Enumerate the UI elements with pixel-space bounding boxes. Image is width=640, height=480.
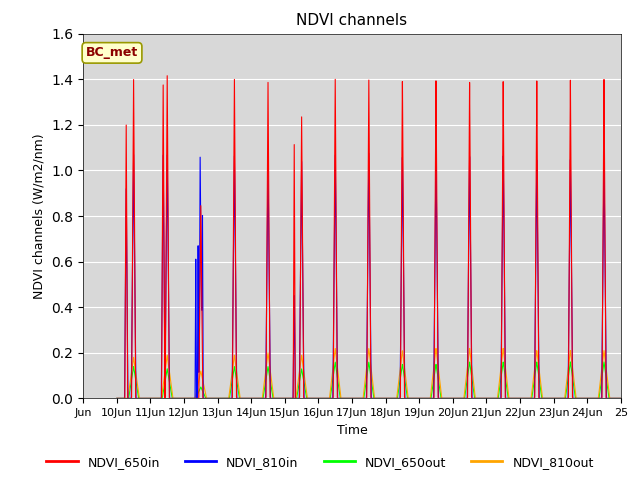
NDVI_810in bbox=[301, 396, 309, 401]
NDVI_810out bbox=[617, 396, 625, 401]
NDVI_810out bbox=[615, 396, 623, 401]
NDVI_650in bbox=[617, 396, 625, 401]
NDVI_650out bbox=[438, 396, 446, 401]
X-axis label: Time: Time bbox=[337, 424, 367, 437]
Line: NDVI_650out: NDVI_650out bbox=[116, 362, 621, 398]
NDVI_810out bbox=[221, 396, 228, 401]
NDVI_810in bbox=[221, 396, 228, 401]
NDVI_650in bbox=[163, 73, 171, 79]
NDVI_810in bbox=[365, 151, 372, 156]
NDVI_810out bbox=[438, 396, 446, 401]
NDVI_650in bbox=[301, 396, 309, 401]
NDVI_650in bbox=[510, 396, 518, 401]
NDVI_650out bbox=[113, 396, 120, 401]
Legend: NDVI_650in, NDVI_810in, NDVI_650out, NDVI_810out: NDVI_650in, NDVI_810in, NDVI_650out, NDV… bbox=[41, 451, 599, 474]
NDVI_810in bbox=[216, 396, 223, 401]
NDVI_810in bbox=[617, 396, 625, 401]
NDVI_650in bbox=[615, 396, 623, 401]
NDVI_650in bbox=[221, 396, 228, 401]
Line: NDVI_810out: NDVI_810out bbox=[116, 348, 621, 398]
NDVI_650out bbox=[221, 396, 228, 401]
Text: BC_met: BC_met bbox=[86, 47, 138, 60]
NDVI_810out bbox=[301, 382, 309, 387]
NDVI_650out bbox=[301, 388, 309, 394]
NDVI_650out bbox=[600, 359, 608, 365]
NDVI_650in bbox=[216, 396, 223, 401]
NDVI_810in bbox=[113, 396, 120, 401]
NDVI_650out bbox=[509, 396, 517, 401]
NDVI_650out bbox=[617, 396, 625, 401]
Line: NDVI_810in: NDVI_810in bbox=[116, 154, 621, 398]
Line: NDVI_650in: NDVI_650in bbox=[116, 76, 621, 398]
NDVI_810out bbox=[216, 396, 223, 401]
NDVI_810out bbox=[113, 396, 120, 401]
NDVI_650in bbox=[113, 396, 120, 401]
NDVI_810in bbox=[438, 396, 446, 401]
NDVI_810in bbox=[510, 396, 518, 401]
NDVI_650out bbox=[216, 396, 223, 401]
NDVI_650out bbox=[615, 396, 623, 401]
NDVI_650in bbox=[438, 396, 446, 401]
Y-axis label: NDVI channels (W/m2/nm): NDVI channels (W/m2/nm) bbox=[33, 133, 46, 299]
NDVI_810out bbox=[499, 346, 507, 351]
NDVI_810in bbox=[615, 396, 623, 401]
NDVI_810out bbox=[510, 396, 518, 401]
Title: NDVI channels: NDVI channels bbox=[296, 13, 408, 28]
